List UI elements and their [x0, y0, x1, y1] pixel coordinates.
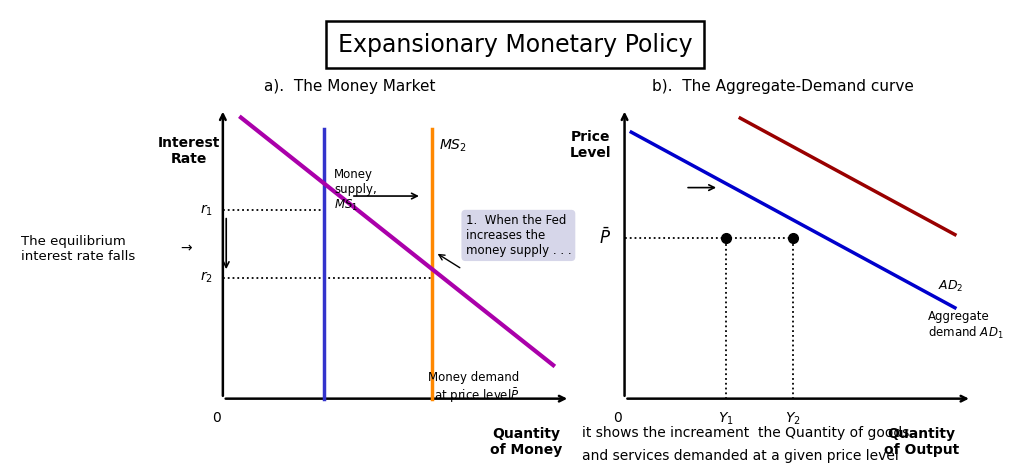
Text: it shows the increament  the Quantity of goods: it shows the increament the Quantity of … [582, 426, 909, 440]
Text: and services demanded at a given price level: and services demanded at a given price l… [582, 449, 899, 463]
Text: Money
supply,
$MS_1$: Money supply, $MS_1$ [334, 168, 377, 213]
Text: Interest
Rate: Interest Rate [158, 136, 220, 166]
Text: The equilibrium
interest rate falls: The equilibrium interest rate falls [21, 234, 135, 263]
Text: $MS_2$: $MS_2$ [439, 137, 467, 153]
Text: b).  The Aggregate-Demand curve: b). The Aggregate-Demand curve [652, 79, 914, 94]
Text: 0: 0 [212, 411, 220, 425]
Text: $Y_1$: $Y_1$ [718, 410, 733, 426]
Text: Quantity
of Money: Quantity of Money [490, 427, 562, 457]
Text: Aggregate
demand $AD_1$: Aggregate demand $AD_1$ [928, 310, 1003, 341]
Text: 1.  When the Fed
increases the
money supply . . .: 1. When the Fed increases the money supp… [466, 214, 572, 257]
Text: $r_1$: $r_1$ [200, 203, 213, 218]
Text: →: → [180, 242, 192, 256]
Text: Money demand
at price level$\bar{P}$: Money demand at price level$\bar{P}$ [428, 371, 519, 405]
Text: Expansionary Monetary Policy: Expansionary Monetary Policy [338, 32, 692, 57]
Text: Quantity
of Output: Quantity of Output [884, 427, 959, 457]
Text: $AD_2$: $AD_2$ [938, 279, 963, 294]
Text: $Y_2$: $Y_2$ [785, 410, 801, 426]
Text: Price
Level: Price Level [570, 130, 612, 160]
Text: a).  The Money Market: a). The Money Market [265, 79, 436, 94]
Text: 0: 0 [614, 411, 622, 425]
Text: $r_2$: $r_2$ [200, 270, 213, 285]
Text: $\bar{P}$: $\bar{P}$ [599, 228, 611, 249]
